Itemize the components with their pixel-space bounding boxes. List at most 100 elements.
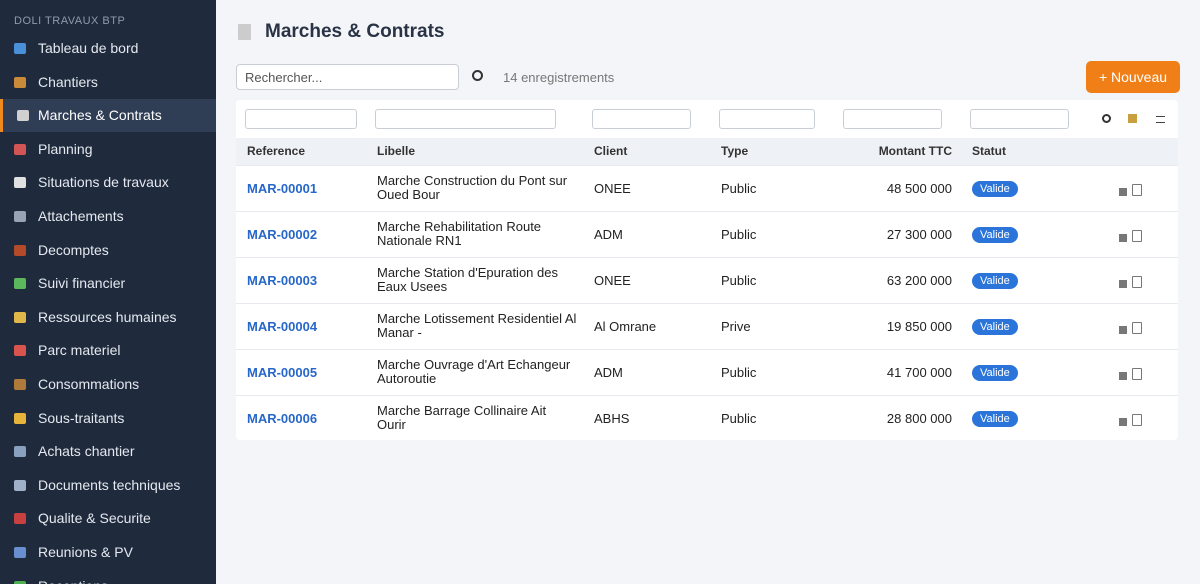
client-cell: ADM (594, 365, 623, 380)
reference-link[interactable]: MAR-00004 (247, 319, 318, 334)
amount-cell: 19 850 000 (886, 319, 952, 334)
type-cell: Prive (721, 319, 751, 334)
menu-item[interactable]: Consommations (0, 368, 216, 401)
clear-filter-icon[interactable] (1128, 114, 1137, 123)
menu-item[interactable]: Qualite & Securite (0, 502, 216, 535)
reference-link[interactable]: MAR-00003 (247, 273, 318, 288)
status-badge: Valide (972, 319, 1018, 335)
client-cell: ONEE (594, 273, 631, 288)
delete-icon[interactable] (1132, 414, 1142, 426)
status-badge: Valide (972, 181, 1018, 197)
amount-cell: 41 700 000 (886, 365, 952, 380)
filter-input[interactable] (375, 109, 556, 129)
amount-cell: 28 800 000 (886, 411, 952, 426)
menu-item[interactable]: Suivi financier (0, 267, 216, 300)
filter-input[interactable] (719, 109, 815, 129)
sidebar: DOLI TRAVAUX BTP Tableau de bord Chantiers… (0, 0, 216, 584)
menu-icon (14, 412, 26, 424)
reference-link[interactable]: MAR-00001 (247, 181, 318, 196)
search-icon[interactable] (472, 70, 483, 81)
delete-icon[interactable] (1132, 368, 1142, 380)
libelle-cell: Marche Rehabilitation Route Nationale RN… (377, 219, 542, 248)
filter-search-icon[interactable] (1102, 114, 1111, 123)
new-button[interactable]: + Nouveau (1086, 61, 1180, 93)
table-row: MAR-00004 Marche Lotissement Residentiel … (236, 303, 1178, 349)
menu-item[interactable]: Achats chantier (0, 435, 216, 468)
filter-input[interactable] (592, 109, 691, 129)
filter-input[interactable] (245, 109, 357, 129)
menu-icon (14, 446, 26, 458)
table-header (236, 138, 1178, 165)
menu-item[interactable]: Sous-traitants (0, 402, 216, 435)
libelle-cell: Marche Construction du Pont sur Oued Bou… (377, 173, 568, 202)
record-count: 14 enregistrements (503, 70, 615, 85)
menu-icon (14, 177, 26, 189)
delete-icon[interactable] (1132, 322, 1142, 334)
edit-icon[interactable] (1119, 326, 1127, 334)
menu-item[interactable]: Tableau de bord (0, 32, 216, 65)
table-row: MAR-00001 Marche Construction du Pont sur… (236, 165, 1178, 211)
edit-icon[interactable] (1119, 280, 1127, 288)
client-cell: ONEE (594, 181, 631, 196)
filter-input[interactable] (970, 109, 1069, 129)
menu-icon (17, 110, 29, 122)
reference-link[interactable]: MAR-00002 (247, 227, 318, 242)
status-badge: Valide (972, 411, 1018, 427)
menu-icon (14, 345, 26, 357)
menu-item[interactable]: Ressources humaines (0, 301, 216, 334)
column-header[interactable]: Statut (972, 144, 1006, 158)
type-cell: Public (721, 365, 757, 380)
menu-icon (14, 211, 26, 222)
column-header[interactable]: Client (594, 144, 628, 158)
menu-item[interactable]: Parc materiel (0, 334, 216, 367)
menu-icon (14, 580, 26, 584)
filter-input[interactable] (843, 109, 942, 129)
type-cell: Public (721, 273, 757, 288)
amount-cell: 48 500 000 (886, 181, 952, 196)
column-header[interactable]: Reference (247, 144, 306, 158)
column-header[interactable]: Libelle (377, 144, 416, 158)
amount-cell: 27 300 000 (886, 227, 952, 242)
menu-item[interactable]: Planning (0, 133, 216, 166)
edit-icon[interactable] (1119, 418, 1127, 426)
menu-item[interactable]: Attachements (0, 200, 216, 233)
reference-link[interactable]: MAR-00005 (247, 365, 318, 380)
delete-icon[interactable] (1132, 230, 1142, 242)
menu-icon (14, 278, 26, 290)
menu-item[interactable]: Decomptes (0, 234, 216, 267)
client-cell: Al Omrane (594, 319, 657, 334)
delete-icon[interactable] (1132, 276, 1142, 288)
column-header[interactable]: Montant TTC (878, 144, 952, 158)
column-header[interactable]: Type (721, 144, 749, 158)
table-row: MAR-00006 Marche Barrage Collinaire Ait O… (236, 395, 1178, 441)
table-row: MAR-00003 Marche Station d'Epuration des … (236, 257, 1178, 303)
search-input[interactable]: Rechercher... (236, 64, 459, 90)
page-title: Marches & Contrats (265, 21, 445, 42)
menu-item[interactable]: Reunions & PV (0, 536, 216, 569)
status-badge: Valide (972, 273, 1018, 289)
edit-icon[interactable] (1119, 372, 1127, 380)
reference-link[interactable]: MAR-00006 (247, 411, 318, 426)
menu-item[interactable]: Chantiers (0, 66, 216, 99)
client-cell: ABHS (594, 411, 630, 426)
menu-icon (14, 513, 26, 525)
client-cell: ADM (594, 227, 623, 242)
menu-item[interactable]: Marches & Contrats (0, 99, 216, 133)
menu-item[interactable]: Receptions (0, 570, 216, 584)
libelle-cell: Marche Ouvrage d'Art Echangeur Autorouti… (377, 357, 571, 386)
menu-icon (14, 143, 26, 155)
menu-item[interactable]: Documents techniques (0, 469, 216, 502)
menu-item[interactable]: Situations de travaux (0, 166, 216, 199)
delete-icon[interactable] (1132, 184, 1142, 196)
libelle-cell: Marche Lotissement Residentiel Al Manar … (377, 311, 577, 340)
edit-icon[interactable] (1119, 188, 1127, 196)
amount-cell: 63 200 000 (886, 273, 952, 288)
table-row: MAR-00005 Marche Ouvrage d'Art Echangeur … (236, 349, 1178, 395)
column-menu-icon[interactable] (1156, 116, 1165, 123)
type-cell: Public (721, 411, 757, 426)
menu-icon (14, 479, 26, 491)
menu-icon (14, 311, 26, 323)
table-card: Reference Libelle Client Type Montant TTC Sta… (236, 100, 1178, 440)
table-row: MAR-00002 Marche Rehabilitation Route Nat… (236, 211, 1178, 257)
edit-icon[interactable] (1119, 234, 1127, 242)
